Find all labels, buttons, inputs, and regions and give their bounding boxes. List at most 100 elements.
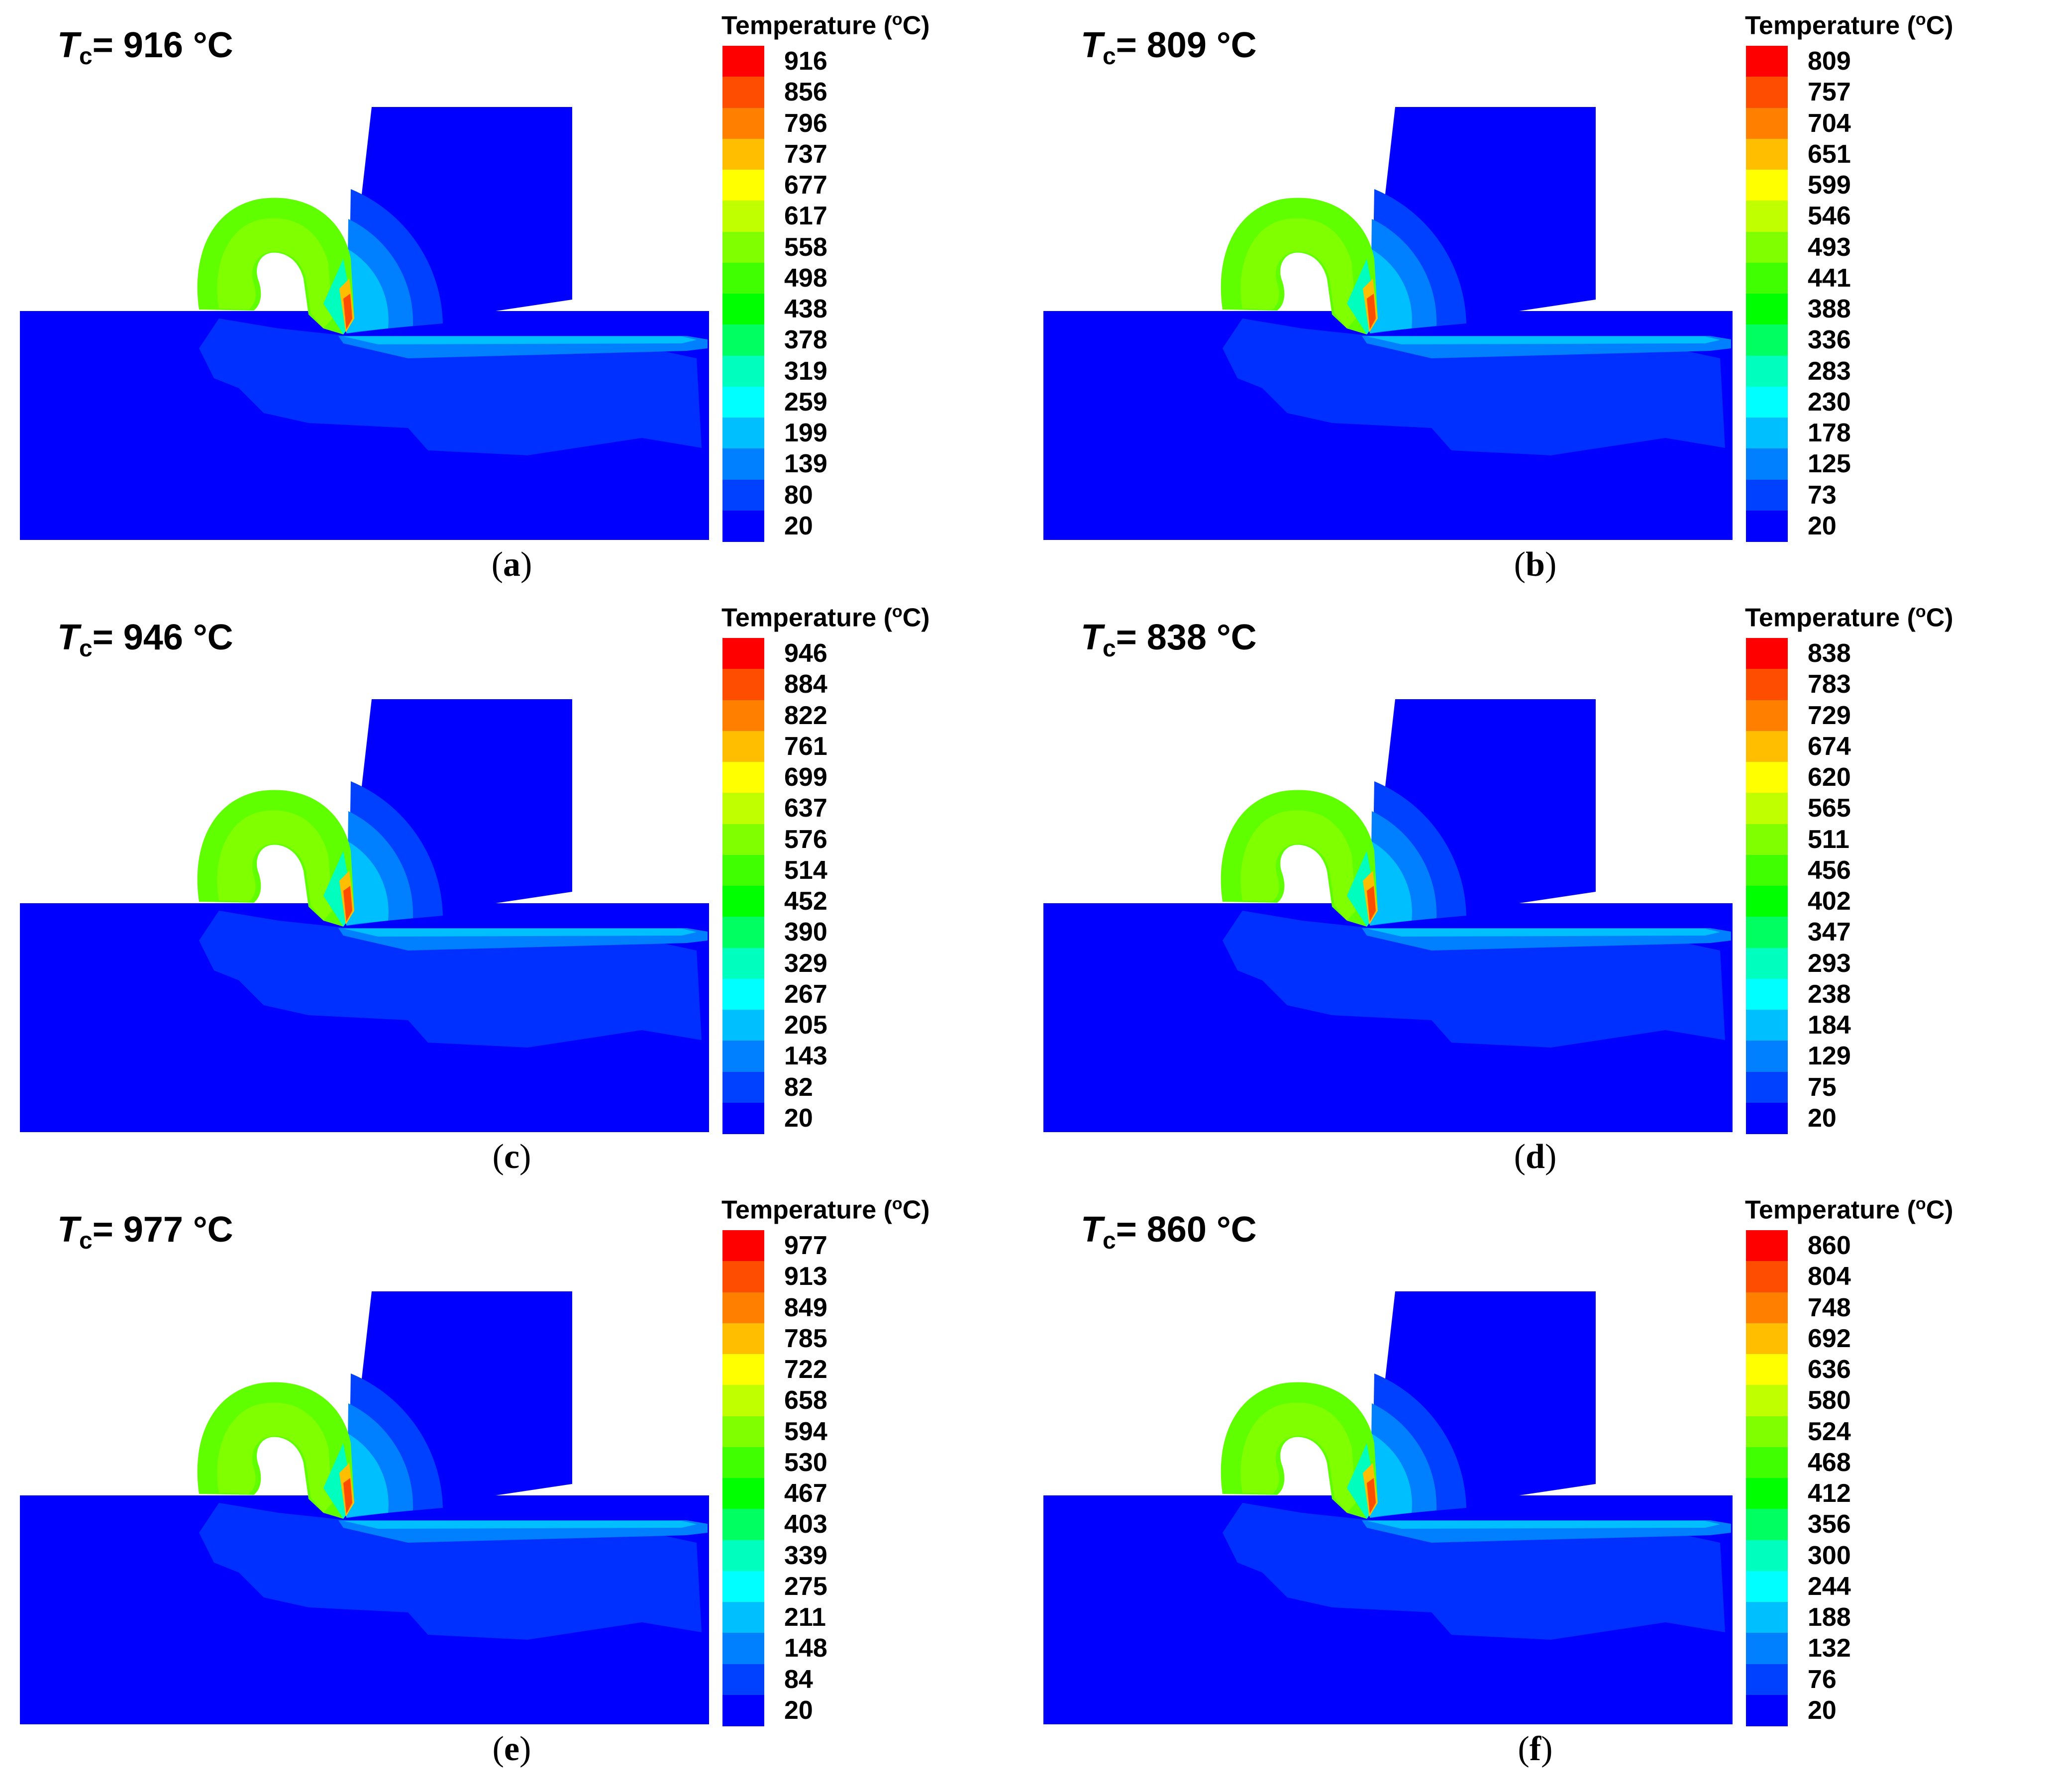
legend-tick-label: 620 <box>1808 763 1851 792</box>
legend-title: Temperature (oC) <box>1745 10 1953 40</box>
legend-color-cell <box>1746 1694 1788 1726</box>
legend-tick-label: 757 <box>1808 78 1851 107</box>
panel-c: Tc= 946 °C Temperature (oC) 946 884 822 761… <box>0 592 1024 1184</box>
tc-subscript: c <box>1102 43 1116 70</box>
legend-color-cell <box>1746 1478 1788 1509</box>
legend-color-cell <box>1746 978 1788 1010</box>
legend-tick-label: 238 <box>1808 979 1851 1009</box>
legend-tick-label: 576 <box>784 825 827 854</box>
cutting-temperature-label: Tc= 977 °C <box>57 1209 233 1255</box>
legend-color-cell <box>722 978 764 1010</box>
legend-color-cell <box>1746 1633 1788 1664</box>
tc-subscript: c <box>79 635 93 662</box>
legend-color-cell <box>722 294 764 325</box>
legend-color-cell <box>1746 1664 1788 1695</box>
legend-color-cell <box>1746 170 1788 201</box>
legend-color-cell <box>722 1230 764 1262</box>
legend-color-cell <box>722 1102 764 1134</box>
color-legend-labels: 809 757 704 651 599 546 493 441 388 336 283 230 178 1… <box>1808 46 1897 541</box>
legend-tick-label: 636 <box>1808 1355 1851 1384</box>
legend-tick-label: 267 <box>784 979 827 1009</box>
legend-color-cell <box>722 46 764 77</box>
legend-tick-label: 977 <box>784 1231 827 1261</box>
legend-title: Temperature (oC) <box>721 602 930 632</box>
tc-symbol: T <box>57 25 79 65</box>
panel-letter-close: ) <box>520 545 532 584</box>
legend-color-cell <box>722 1509 764 1540</box>
legend-tick-label: 73 <box>1808 480 1837 510</box>
legend-tick-label: 546 <box>1808 202 1851 231</box>
tc-value: = 977 °C <box>92 1210 233 1250</box>
legend-color-cell <box>722 793 764 824</box>
legend-title: Temperature (oC) <box>1745 1194 1953 1225</box>
legend-color-cell <box>722 418 764 449</box>
legend-tick-label: 748 <box>1808 1293 1851 1322</box>
legend-color-cell <box>1746 138 1788 170</box>
legend-color-cell <box>1746 1292 1788 1324</box>
legend-tick-label: 452 <box>784 887 827 916</box>
color-legend-labels: 838 783 729 674 620 565 511 456 402 347 293 238 184 1… <box>1808 638 1897 1134</box>
legend-color-cell <box>1746 355 1788 387</box>
legend-color-cell <box>722 854 764 886</box>
legend-color-cell <box>722 1633 764 1664</box>
legend-color-cell <box>722 1694 764 1726</box>
legend-color-cell <box>722 1071 764 1103</box>
legend-tick-label: 884 <box>784 670 827 699</box>
legend-tick-label: 493 <box>1808 232 1851 262</box>
legend-tick-label: 139 <box>784 449 827 479</box>
machined-surface-band-light <box>1367 1521 1720 1529</box>
legend-tick-label: 20 <box>784 511 813 540</box>
legend-tick-label: 860 <box>1808 1231 1851 1261</box>
legend-color-cell <box>1746 324 1788 356</box>
chip-hottest-core <box>343 1478 352 1514</box>
legend-tick-label: 699 <box>784 763 827 792</box>
panel-b: Tc= 809 °C Temperature (oC) 809 757 704 651… <box>1024 0 2047 592</box>
legend-tick-label: 132 <box>1808 1634 1851 1663</box>
legend-color-cell <box>1746 1385 1788 1416</box>
color-legend-bar <box>722 638 764 1134</box>
legend-color-cell <box>722 762 764 793</box>
legend-color-cell <box>1746 294 1788 325</box>
legend-color-cell <box>722 1571 764 1602</box>
legend-color-cell <box>722 1447 764 1478</box>
legend-color-cell <box>1746 77 1788 108</box>
legend-color-cell <box>1746 824 1788 855</box>
panel-letter-value: d <box>1526 1138 1545 1176</box>
chip-inner-band <box>217 218 332 328</box>
panel-letter: (e) <box>0 1729 1024 1769</box>
legend-tick-label: 84 <box>784 1665 813 1694</box>
legend-tick-label: 637 <box>784 794 827 823</box>
panel-letter-close: ) <box>519 1138 531 1176</box>
legend-tick-label: 148 <box>784 1634 827 1663</box>
legend-color-cell <box>1746 418 1788 449</box>
machined-surface-band-light <box>343 1521 697 1529</box>
legend-color-cell <box>722 355 764 387</box>
legend-color-cell <box>1746 854 1788 886</box>
panel-letter-close: ) <box>1541 1730 1553 1768</box>
panel-letter-value: c <box>504 1138 520 1176</box>
panel-letter: (a) <box>0 545 1024 585</box>
temperature-contour-plot <box>1043 699 1733 1132</box>
panel-letter-open: ( <box>491 545 503 584</box>
legend-tick-label: 82 <box>784 1072 813 1102</box>
legend-color-cell <box>1746 762 1788 793</box>
legend-tick-label: 441 <box>1808 263 1851 293</box>
legend-tick-label: 565 <box>1808 794 1851 823</box>
legend-color-cell <box>1746 448 1788 480</box>
legend-color-cell <box>1746 886 1788 917</box>
legend-tick-label: 524 <box>1808 1417 1851 1446</box>
temperature-contour-plot <box>20 699 709 1132</box>
panel-letter-value: a <box>503 545 520 584</box>
legend-color-cell <box>1746 386 1788 418</box>
panel-a: Tc= 916 °C Temperature (oC) 916 856 796 737… <box>0 0 1024 592</box>
legend-tick-label: 403 <box>784 1510 827 1539</box>
legend-tick-label: 737 <box>784 139 827 169</box>
tc-symbol: T <box>1081 25 1103 65</box>
legend-title-end: C) <box>1926 1195 1953 1225</box>
legend-tick-label: 783 <box>1808 670 1851 699</box>
chip-hottest-core <box>343 886 352 922</box>
legend-color-cell <box>1746 917 1788 948</box>
legend-color-cell <box>1746 231 1788 263</box>
legend-color-cell <box>722 138 764 170</box>
